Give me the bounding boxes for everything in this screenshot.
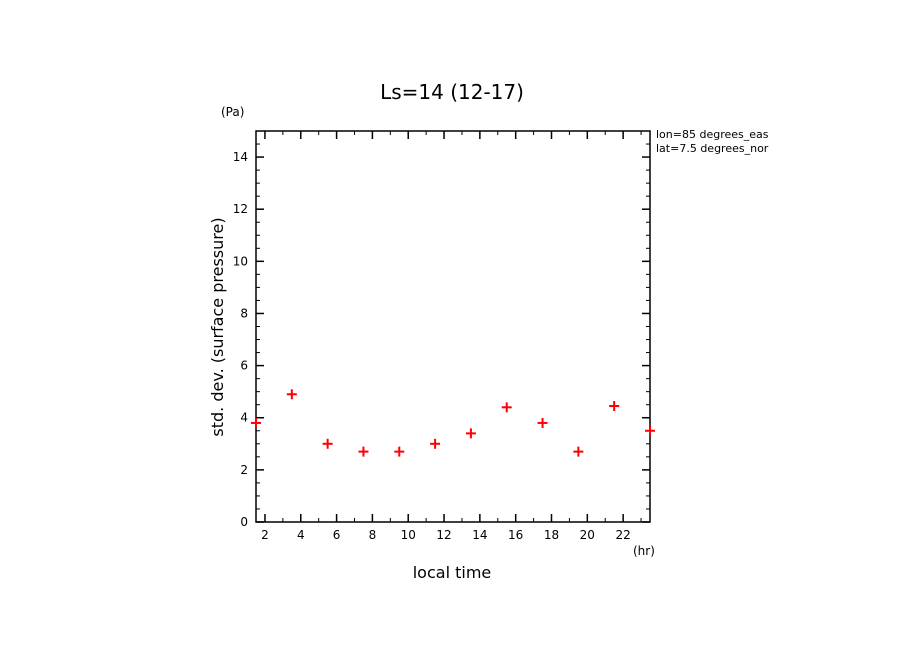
- data-point: [465, 428, 476, 439]
- data-point: [501, 402, 512, 413]
- annotation-lon: lon=85 degrees_eas: [656, 128, 769, 141]
- y-axis-label: std. dev. (surface pressure): [208, 217, 227, 436]
- x-tick-label: 10: [401, 528, 416, 542]
- x-tick-label: 20: [580, 528, 595, 542]
- x-tick-label: 22: [615, 528, 630, 542]
- y-tick-label: 0: [240, 515, 248, 529]
- y-tick-label: 2: [240, 463, 248, 477]
- x-tick-label: 8: [369, 528, 377, 542]
- data-point: [537, 417, 548, 428]
- data-point: [430, 438, 441, 449]
- plot-frame: [255, 130, 651, 523]
- x-axis-label: local time: [413, 563, 492, 582]
- chart-title: Ls=14 (12-17): [380, 80, 524, 104]
- data-point: [286, 389, 297, 400]
- x-tick-label: 12: [436, 528, 451, 542]
- x-tick-label: 6: [333, 528, 341, 542]
- y-tick-label: 8: [240, 306, 248, 320]
- data-points: [251, 389, 655, 457]
- x-tick-label: 18: [544, 528, 559, 542]
- data-point: [394, 446, 405, 457]
- data-point: [251, 417, 261, 428]
- y-tick-label: 10: [233, 254, 248, 268]
- y-tick-label: 12: [233, 202, 248, 216]
- y-tick-label: 14: [233, 150, 248, 164]
- data-point: [609, 401, 620, 412]
- y-unit-label: (Pa): [221, 105, 244, 119]
- y-tick-label: 4: [240, 411, 248, 425]
- x-unit-label: (hr): [633, 544, 655, 558]
- data-point: [645, 425, 655, 436]
- annotation-lat: lat=7.5 degrees_nor: [656, 142, 769, 155]
- data-point: [358, 446, 369, 457]
- y-tick-label: 6: [240, 359, 248, 373]
- x-tick-label: 4: [297, 528, 305, 542]
- x-tick-label: 2: [261, 528, 269, 542]
- x-tick-label: 14: [472, 528, 487, 542]
- x-tick-label: 16: [508, 528, 523, 542]
- data-point: [322, 438, 333, 449]
- data-point: [573, 446, 584, 457]
